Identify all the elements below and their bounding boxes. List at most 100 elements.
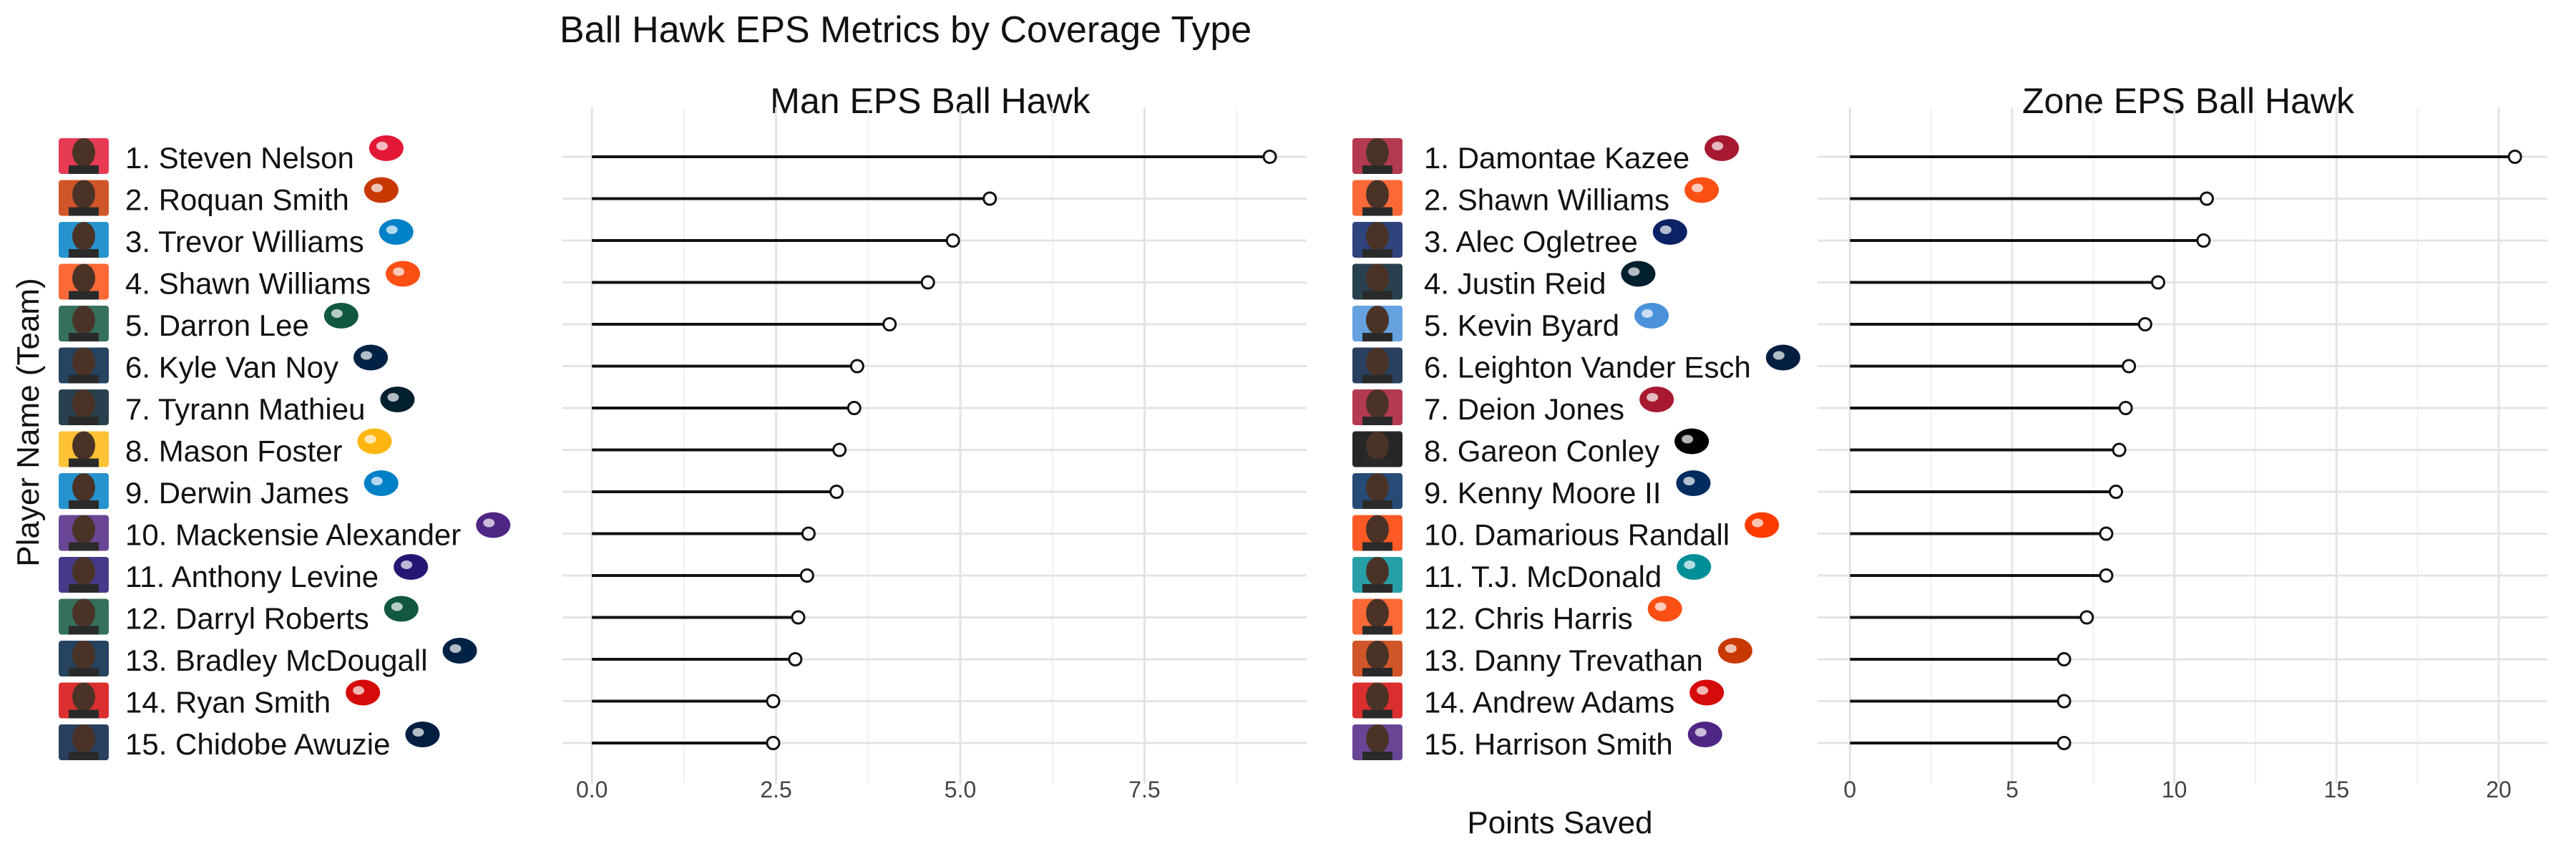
player-headshot-icon [59, 306, 109, 341]
player-name-label: 4. Shawn Williams [125, 267, 371, 301]
lollipop-point [2109, 485, 2124, 499]
x-tick-label: 2.5 [760, 777, 791, 802]
player-name-label: 13. Bradley McDougall [125, 644, 428, 677]
lollipop-point [945, 233, 960, 248]
player-headshot-icon [59, 515, 109, 551]
player-headshot-icon [59, 263, 109, 300]
player-name-label: 5. Darron Lee [125, 309, 309, 342]
x-tick-label: 10 [2162, 777, 2187, 802]
player-name-label: 6. Leighton Vander Esch [1424, 351, 1751, 384]
team-logo-icon [1765, 344, 1800, 371]
panel-zone: Zone EPS Ball Hawk 0 5 10 15 20 1. Damontae Ka… [1352, 81, 2547, 802]
x-tick-label: 0 [1843, 777, 1856, 802]
player-headshot-icon [1352, 598, 1402, 635]
player-headshot-icon [1352, 515, 1402, 551]
team-logo-icon [346, 679, 381, 706]
team-logo-icon [1704, 135, 1740, 161]
player-name-label: 14. Andrew Adams [1424, 686, 1674, 719]
player-name-label: 7. Deion Jones [1424, 392, 1624, 426]
player-headshot-icon [1352, 431, 1402, 467]
team-logo-icon [1652, 219, 1687, 245]
team-logo-icon [353, 344, 389, 371]
x-tick-label: 15 [2324, 777, 2350, 802]
lollipop-point [882, 317, 897, 331]
team-logo-icon [380, 387, 415, 412]
player-headshot-icon [59, 431, 109, 467]
team-logo-icon [476, 512, 511, 538]
player-headshot-icon [59, 557, 109, 593]
lollipop-point [920, 275, 935, 290]
lollipop-point [2151, 275, 2165, 290]
player-headshot-icon [59, 473, 109, 509]
team-logo-icon [405, 722, 440, 747]
player-name-label: 1. Steven Nelson [125, 141, 354, 175]
player-name-label: 9. Kenny Moore II [1424, 476, 1662, 510]
team-logo-icon [1621, 261, 1656, 287]
player-headshot-icon [1352, 557, 1402, 593]
player-name-label: 8. Gareon Conley [1424, 435, 1659, 468]
player-name-label: 7. Tyrann Mathieu [125, 392, 365, 426]
team-logo-icon [1717, 638, 1752, 664]
team-logo-icon [386, 261, 421, 287]
lollipop-point [2137, 317, 2152, 331]
lollipop-point [2057, 652, 2072, 666]
player-name-label: 15. Chidobe Awuzie [125, 727, 391, 761]
player-name-label: 4. Justin Reid [1424, 267, 1606, 301]
lollipop-point [766, 736, 781, 750]
player-headshot-icon [1352, 306, 1402, 341]
player-name-label: 11. T.J. McDonald [1424, 560, 1662, 593]
player-headshot-icon [1352, 222, 1402, 258]
team-logo-icon [394, 554, 429, 580]
team-logo-icon [1634, 303, 1669, 329]
x-tick-label: 0.0 [576, 777, 608, 802]
player-name-label: 10. Damarious Randall [1424, 518, 1729, 552]
team-logo-icon [364, 470, 399, 496]
player-headshot-icon [59, 138, 109, 174]
figure-title: Ball Hawk EPS Metrics by Coverage Type [560, 9, 1252, 51]
lollipop-point [2099, 526, 2114, 541]
lollipop-point [2112, 442, 2127, 457]
lollipop-point [832, 442, 847, 457]
lollipop-point [799, 568, 814, 583]
player-name-label: 1. Damontae Kazee [1424, 141, 1689, 175]
player-name-label: 15. Harrison Smith [1424, 727, 1673, 761]
player-name-label: 3. Trevor Williams [125, 225, 364, 258]
player-headshot-icon [1352, 138, 1402, 174]
panel-man: Man EPS Ball Hawk 0.0 2.5 5.0 7.5 1. Steven N… [59, 81, 1307, 802]
x-tick-label: 20 [2486, 777, 2512, 802]
player-headshot-icon [59, 222, 109, 258]
lollipop-point [2099, 568, 2114, 583]
player-headshot-icon [59, 724, 109, 760]
panel-title: Zone EPS Ball Hawk [2022, 81, 2355, 121]
team-logo-icon [1689, 679, 1724, 706]
team-logo-icon [379, 219, 414, 245]
player-name-label: 2. Shawn Williams [1424, 183, 1669, 217]
lollipop-point [2200, 191, 2214, 206]
x-tick-label: 7.5 [1128, 777, 1160, 802]
player-name-label: 2. Roquan Smith [125, 183, 349, 217]
player-headshot-icon [59, 682, 109, 719]
panel-title: Man EPS Ball Hawk [770, 81, 1091, 121]
player-headshot-icon [1352, 682, 1402, 719]
player-headshot-icon [1352, 641, 1402, 676]
team-logo-icon [357, 428, 392, 455]
team-logo-icon [1674, 428, 1709, 455]
team-logo-icon [369, 135, 404, 161]
lollipop-point [1262, 150, 1277, 164]
player-headshot-icon [1352, 724, 1402, 760]
player-headshot-icon [1352, 347, 1402, 384]
lollipop-point [791, 610, 806, 625]
player-headshot-icon [1352, 180, 1402, 216]
team-logo-icon [364, 177, 399, 203]
team-logo-icon [1745, 512, 1780, 538]
team-logo-icon [442, 638, 477, 664]
player-headshot-icon [59, 641, 109, 676]
player-headshot-icon [59, 180, 109, 216]
player-headshot-icon [59, 389, 109, 425]
lollipop-point [829, 485, 844, 499]
x-tick-label: 5 [2006, 777, 2019, 802]
player-name-label: 3. Alec Ogletree [1424, 225, 1638, 258]
lollipop-point [2122, 359, 2137, 374]
team-logo-icon [1684, 177, 1719, 203]
lollipop-point [2057, 736, 2072, 750]
